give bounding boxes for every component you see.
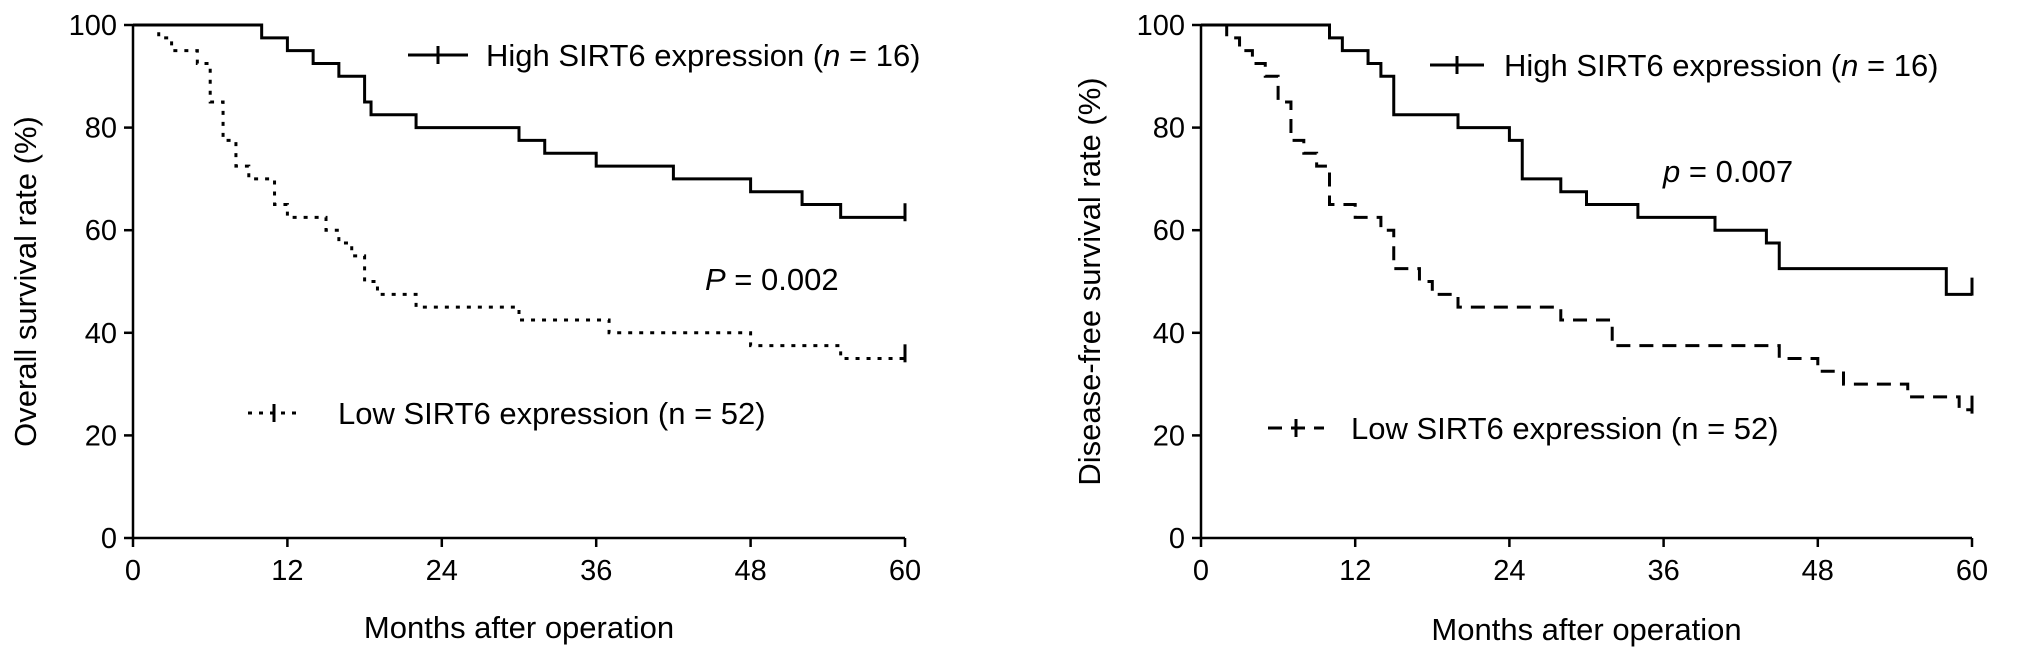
- high-sirt6-curve: [1201, 23, 1972, 296]
- x-tick-label: 36: [580, 555, 612, 587]
- y-axis-title: Overall survival rate (%): [8, 116, 43, 447]
- legend-label-prefix: High SIRT6 expression (: [486, 38, 824, 73]
- p-value-text: = 0.007: [1680, 154, 1793, 189]
- legend-label: High SIRT6 expression (n = 16): [1504, 48, 1939, 83]
- low-sirt6-curve: [133, 23, 905, 360]
- x-tick-label: 24: [1493, 555, 1525, 587]
- x-tick-label: 0: [1193, 555, 1209, 587]
- y-tick-label: 60: [85, 215, 117, 247]
- x-tick-label: 12: [271, 555, 303, 587]
- low-sirt6-curve: [1201, 23, 1972, 412]
- high-sirt6-curve: [133, 23, 905, 219]
- x-tick-label: 0: [125, 555, 141, 587]
- legend-label-n: n: [1841, 48, 1858, 83]
- disease-free-survival-chart: 0 20 40 60 80 100 0 12 24 36 48 60 Months after oper…: [1072, 10, 1988, 647]
- y-axis-title: Disease-free survival rate (%): [1072, 77, 1107, 485]
- legend-label: Low SIRT6 expression (n = 52): [338, 396, 766, 431]
- y-tick-label: 60: [1153, 215, 1185, 247]
- y-tick-label: 80: [1153, 113, 1185, 145]
- y-tick-label: 100: [1137, 10, 1185, 42]
- x-tick-label: 60: [889, 555, 921, 587]
- x-axis-title: Months after operation: [364, 610, 674, 645]
- legend-label: Low SIRT6 expression (n = 52): [1351, 411, 1779, 446]
- legend-label-suffix: = 16): [1858, 48, 1938, 83]
- y-tick-label: 40: [1153, 318, 1185, 350]
- x-tick-label: 36: [1647, 555, 1679, 587]
- p-value-symbol: P: [705, 262, 726, 297]
- y-tick-label: 0: [101, 523, 117, 555]
- y-tick-label: 40: [85, 318, 117, 350]
- x-tick-label: 48: [1802, 555, 1834, 587]
- overall-survival-chart: 0 20 40 60 80 100 0 12 24 36 48 60 Months after oper…: [8, 10, 921, 645]
- y-tick-label: 20: [85, 420, 117, 452]
- x-tick-label: 48: [734, 555, 766, 587]
- y-tick-label: 100: [69, 10, 117, 42]
- y-tick-label: 20: [1153, 420, 1185, 452]
- legend-label-prefix: High SIRT6 expression (: [1504, 48, 1842, 83]
- legend-label-n: n: [823, 38, 840, 73]
- p-value-annotation: P = 0.002: [705, 262, 839, 297]
- x-tick-label: 12: [1339, 555, 1371, 587]
- legend-label-suffix: = 16): [840, 38, 920, 73]
- p-value-annotation: p = 0.007: [1662, 154, 1793, 189]
- p-value-text: = 0.002: [726, 262, 839, 297]
- y-tick-label: 0: [1169, 523, 1185, 555]
- p-value-symbol: p: [1662, 154, 1680, 189]
- x-tick-label: 60: [1956, 555, 1988, 587]
- x-tick-label: 24: [426, 555, 458, 587]
- y-tick-label: 80: [85, 113, 117, 145]
- legend-label: High SIRT6 expression (n = 16): [486, 38, 921, 73]
- x-axis-title: Months after operation: [1431, 612, 1741, 647]
